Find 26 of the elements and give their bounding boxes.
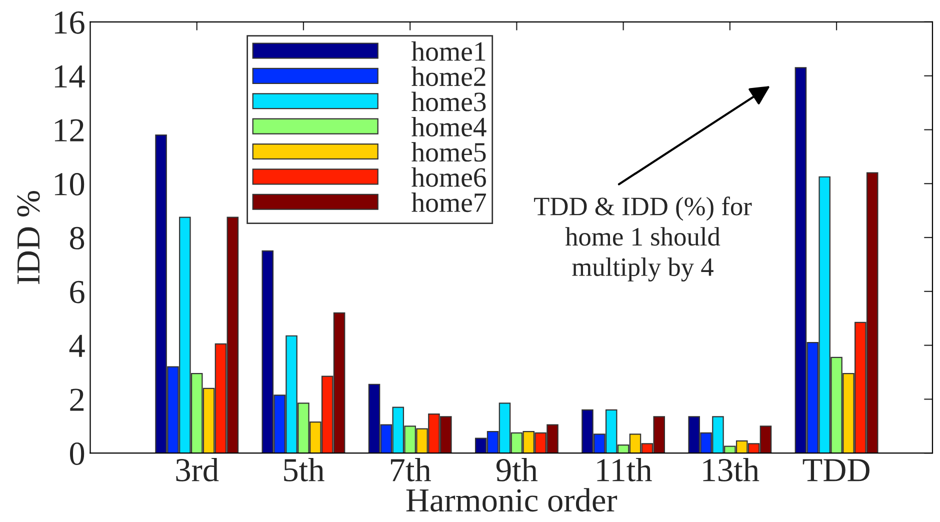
legend-label: home2 — [411, 66, 486, 86]
x-tick-label: 9th — [496, 458, 538, 482]
x-axis-title: Harmonic order — [406, 488, 618, 512]
legend-label: home3 — [411, 92, 486, 112]
x-tick-label: 5th — [284, 458, 324, 482]
legend-label: home6 — [411, 167, 486, 187]
x-tick-label: TDD — [802, 459, 870, 482]
y-tick-label: 6 — [70, 280, 84, 304]
legend-label: home1 — [411, 41, 486, 61]
y-tick-label: 16 — [54, 11, 84, 34]
y-tick-label: 10 — [54, 173, 84, 196]
y-tick-label: 4 — [69, 334, 85, 357]
legend-label: home7 — [411, 192, 486, 212]
annotation: TDD & IDD (%) for home 1 should multiply by 4 — [534, 196, 752, 282]
legend-label: home4 — [411, 116, 486, 136]
x-tick-label: 3rd — [176, 458, 219, 482]
y-tick-label: 8 — [70, 226, 84, 250]
y-tick-label: 14 — [54, 65, 85, 88]
y-axis-title: IDD % — [17, 190, 40, 284]
legend-label: home5 — [411, 142, 486, 162]
x-tick-label: 13th — [703, 458, 760, 482]
x-tick-label: 11th — [597, 458, 652, 482]
y-tick-label: 0 — [70, 442, 84, 465]
y-tick-label: 2 — [70, 388, 84, 411]
x-tick-label: 7th — [390, 458, 431, 482]
y-tick-label: 12 — [54, 119, 84, 142]
